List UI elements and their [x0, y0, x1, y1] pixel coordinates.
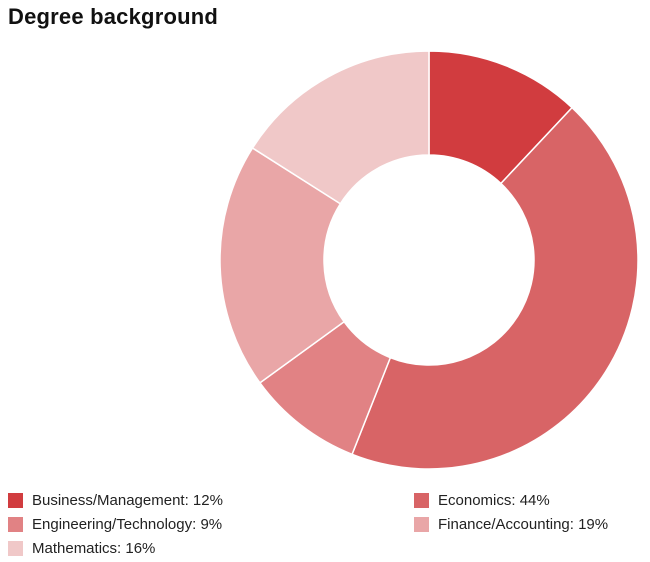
- legend-item: Engineering/Technology: 9%: [8, 516, 222, 533]
- legend-item: Business/Management: 12%: [8, 492, 223, 509]
- slice-mathematics: [251, 50, 430, 205]
- legend-label: Mathematics: 16%: [32, 540, 156, 557]
- legend-item: Mathematics: 16%: [8, 540, 155, 557]
- donut-chart: [219, 50, 639, 470]
- chart-title: Degree background: [8, 4, 219, 29]
- slice-economics: [351, 106, 639, 470]
- legend-label: Finance/Accounting: 19%: [438, 516, 609, 533]
- legend-swatch: [414, 517, 429, 532]
- legend-swatch: [414, 493, 429, 508]
- legend-item: Economics: 44%: [414, 492, 550, 509]
- legend-swatch: [8, 517, 23, 532]
- legend-swatch: [8, 493, 23, 508]
- legend-label: Engineering/Technology: 9%: [32, 516, 223, 533]
- legend-item: Finance/Accounting: 19%: [414, 516, 608, 533]
- legend-label: Business/Management: 12%: [32, 492, 223, 509]
- legend-label: Economics: 44%: [438, 492, 550, 509]
- slice-finance-accounting: [219, 146, 346, 384]
- legend-swatch: [8, 541, 23, 556]
